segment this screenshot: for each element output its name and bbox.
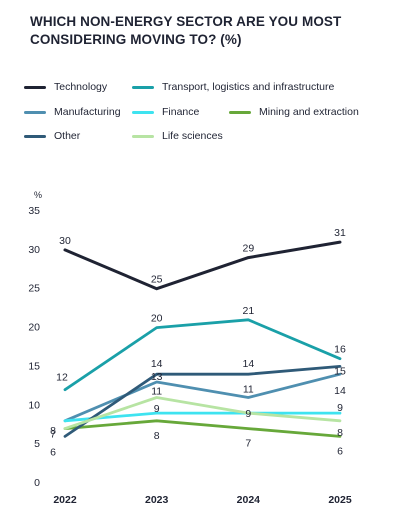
y-axis-label: % [34,190,42,200]
legend-item-life-sciences: Life sciences [132,129,223,143]
legend-item-manufacturing: Manufacturing [24,105,121,119]
legend-swatch-finance [132,110,154,114]
data-label-manufacturing-2025: 14 [334,385,346,397]
y-tick-label-10: 10 [28,399,40,411]
legend-item-finance: Finance [132,105,199,119]
legend-label-transport: Transport, logistics and infrastructure [162,81,335,93]
series-line-mining [63,419,342,438]
data-label-technology-2025: 31 [334,227,346,239]
legend-label-manufacturing: Manufacturing [54,106,121,118]
data-label-mining-2025: 6 [337,445,343,457]
data-label-transport-2023: 20 [151,313,163,325]
series-line-life-sciences [63,396,342,431]
legend-item-other: Other [24,129,80,143]
series-line-other [63,364,342,438]
data-label-other-2023: 14 [151,358,163,370]
data-label-transport-2024: 21 [242,305,254,317]
x-tick-label-2023: 2023 [145,494,169,506]
legend-swatch-mining [229,110,251,114]
y-tick-label-35: 35 [28,205,40,217]
legend-label-mining: Mining and extraction [259,106,359,118]
legend-item-transport: Transport, logistics and infrastructure [132,80,334,94]
series-line-finance [63,411,342,423]
legend-item-mining: Mining and extraction [229,105,359,119]
y-tick-label-30: 30 [28,244,40,256]
data-label-transport-2022: 12 [56,372,68,384]
data-label-other-2024: 14 [242,358,254,370]
y-tick-label-15: 15 [28,360,40,372]
legend-swatch-technology [24,85,46,89]
data-label-finance-2025: 9 [337,402,343,414]
data-label-life-sciences-2024: 9 [245,408,251,420]
data-label-life-sciences-2023: 11 [151,386,162,398]
x-tick-label-2025: 2025 [328,494,352,506]
series-line-technology [63,240,342,291]
series-line-transport [63,318,342,392]
y-tick-label-25: 25 [28,283,40,295]
legend-swatch-transport [132,85,154,89]
legend-label-life-sciences: Life sciences [162,130,223,142]
legend-label-other: Other [54,130,81,142]
x-tick-label-2022: 2022 [53,494,77,506]
data-label-manufacturing-2023: 13 [151,371,163,383]
data-label-mining-2022: 7 [50,429,56,441]
series-line-manufacturing [63,372,342,423]
data-label-technology-2023: 25 [151,274,163,286]
data-label-mining-2024: 7 [245,438,251,450]
data-label-life-sciences-2025: 8 [337,427,343,439]
legend-swatch-manufacturing [24,110,46,114]
x-tick-label-2024: 2024 [237,494,261,506]
legend-swatch-life-sciences [132,134,154,138]
y-tick-label-20: 20 [28,322,40,334]
data-label-technology-2022: 30 [59,235,71,247]
y-tick-label-5: 5 [34,438,40,450]
legend-label-technology: Technology [54,81,108,93]
legend-label-finance: Finance [162,106,200,118]
data-label-other-2022: 6 [50,446,56,458]
data-label-finance-2023: 9 [154,403,160,415]
data-label-technology-2024: 29 [242,243,254,255]
chart-legend: Technology Transport, logistics and infr… [24,80,394,150]
data-label-transport-2025: 16 [334,344,346,356]
legend-swatch-other [24,134,46,138]
data-label-other-2025: 15 [334,365,346,377]
y-tick-label-0: 0 [34,477,40,489]
legend-item-technology: Technology [24,80,107,94]
data-label-manufacturing-2022: 8 [50,425,56,437]
chart-title: WHICH NON-ENERGY SECTOR ARE YOU MOST CON… [30,14,342,47]
data-label-mining-2023: 8 [154,430,160,442]
data-label-manufacturing-2024: 11 [243,384,254,396]
